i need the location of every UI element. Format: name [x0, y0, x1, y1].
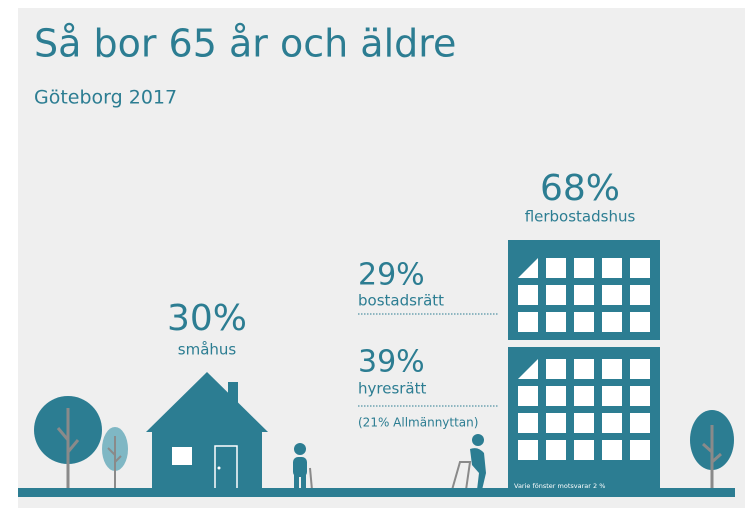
- people: [293, 434, 486, 491]
- value: 68%: [540, 168, 620, 209]
- label: hyresrätt: [358, 380, 427, 398]
- title: Så bor 65 år och äldre: [34, 22, 456, 66]
- ground: [18, 488, 735, 497]
- value: 39%: [358, 345, 425, 380]
- label: flerbostadshus: [525, 208, 636, 226]
- trees: [34, 396, 734, 490]
- value: 29%: [358, 258, 425, 293]
- footnote: Varje fönster motsvarar 2 %: [514, 482, 605, 490]
- subtitle: Göteborg 2017: [34, 87, 177, 109]
- house: [146, 372, 268, 491]
- building: [508, 240, 660, 495]
- note: (21% Allmännyttan): [358, 416, 478, 430]
- label: bostadsrätt: [358, 292, 444, 310]
- label: småhus: [178, 341, 237, 359]
- value: 30%: [167, 298, 247, 339]
